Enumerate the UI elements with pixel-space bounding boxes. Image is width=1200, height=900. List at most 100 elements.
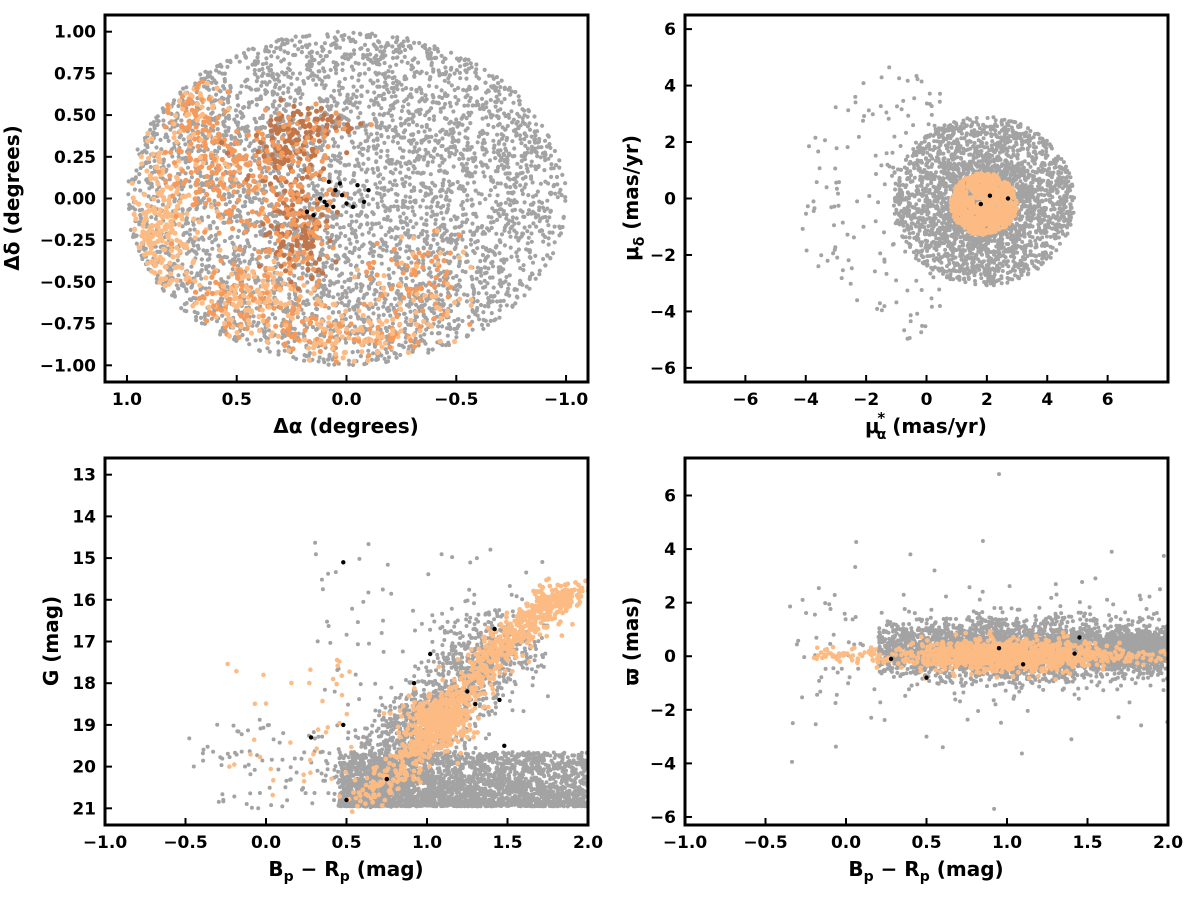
field-star-point <box>527 224 532 229</box>
field-star-point <box>397 296 402 301</box>
field-star-point <box>353 235 359 240</box>
field-star-point <box>505 175 510 181</box>
member-star-point <box>288 286 294 292</box>
field-star-point <box>214 68 219 73</box>
field-star-point <box>435 241 440 246</box>
field-star-point <box>548 153 554 158</box>
member-star-point <box>145 138 151 144</box>
field-star-point <box>501 267 506 272</box>
field-star-point <box>435 331 441 336</box>
field-star-point <box>482 271 487 276</box>
field-star-point <box>393 127 398 132</box>
field-star-point <box>365 193 370 199</box>
field-star-point <box>153 216 158 221</box>
field-star-point <box>429 63 434 68</box>
field-star-point <box>425 296 431 302</box>
field-star-point <box>268 63 274 68</box>
field-star-point <box>437 163 442 168</box>
field-star-point <box>411 185 417 190</box>
field-star-point <box>457 278 462 283</box>
field-star-point <box>354 282 359 287</box>
field-star-point <box>338 225 343 230</box>
field-star-point <box>287 295 292 300</box>
field-star-point <box>417 111 422 117</box>
field-star-point <box>327 354 332 359</box>
field-star-point <box>238 90 243 95</box>
field-star-point <box>499 78 504 83</box>
field-star-point <box>382 74 387 79</box>
field-star-point <box>450 181 455 187</box>
field-star-point <box>315 293 320 298</box>
field-star-point <box>495 217 500 222</box>
field-star-point <box>464 299 469 304</box>
member-star-point <box>139 240 145 246</box>
field-star-point <box>201 237 206 242</box>
member-star-point <box>172 181 178 187</box>
field-star-point <box>529 159 534 164</box>
field-star-point <box>423 341 428 346</box>
field-star-point <box>431 67 436 72</box>
field-star-point <box>507 230 512 235</box>
member-star-point <box>231 189 237 195</box>
field-star-point <box>383 347 388 352</box>
member-star-point <box>269 135 276 141</box>
field-star-point <box>318 333 323 338</box>
field-star-point <box>378 245 383 250</box>
member-star-point <box>204 291 210 297</box>
field-star-point <box>374 131 380 136</box>
member-star-point <box>319 212 325 218</box>
field-star-point <box>469 172 474 177</box>
field-star-point <box>336 310 341 315</box>
field-star-point <box>258 94 263 99</box>
field-star-point <box>462 58 467 63</box>
field-star-point <box>216 243 221 248</box>
field-star-point <box>409 301 414 306</box>
member-star-point <box>157 159 163 165</box>
member-star-point <box>299 188 305 194</box>
field-star-point <box>379 261 384 266</box>
member-star-point <box>248 308 254 314</box>
field-star-point <box>486 300 491 305</box>
field-star-point <box>561 215 566 220</box>
field-star-point <box>199 276 204 281</box>
field-star-point <box>423 147 428 152</box>
field-star-point <box>513 185 518 190</box>
field-star-point <box>333 65 338 70</box>
member-star-point <box>316 278 322 284</box>
field-star-point <box>349 226 354 231</box>
field-star-point <box>334 71 339 76</box>
field-star-point <box>283 108 288 114</box>
field-star-point <box>508 245 513 250</box>
field-star-point <box>379 123 384 128</box>
field-star-point <box>497 152 502 157</box>
member-star-point <box>278 305 284 311</box>
field-star-point <box>382 356 387 361</box>
member-star-point <box>231 170 237 176</box>
field-star-point <box>361 295 366 300</box>
field-star-point <box>494 75 499 80</box>
field-star-point <box>391 89 396 95</box>
field-star-point <box>459 203 464 208</box>
field-star-point <box>300 271 305 276</box>
field-star-point <box>465 136 470 141</box>
field-star-point <box>377 180 383 185</box>
field-star-point <box>375 205 381 210</box>
field-star-point <box>412 318 418 323</box>
field-star-point <box>496 265 501 270</box>
field-star-point <box>550 230 555 235</box>
field-star-point <box>432 280 437 285</box>
field-star-point <box>505 171 510 176</box>
field-star-point <box>314 82 319 87</box>
field-star-point <box>396 292 401 297</box>
field-star-point <box>208 70 213 75</box>
field-star-point <box>226 100 231 105</box>
field-star-point <box>527 121 532 126</box>
field-star-point <box>422 129 427 134</box>
field-star-point <box>360 259 365 265</box>
field-star-point <box>376 93 381 98</box>
field-star-point <box>495 290 500 295</box>
field-star-point <box>269 74 275 79</box>
field-star-point <box>177 135 182 140</box>
field-star-point <box>465 193 470 198</box>
field-star-point <box>497 251 502 256</box>
